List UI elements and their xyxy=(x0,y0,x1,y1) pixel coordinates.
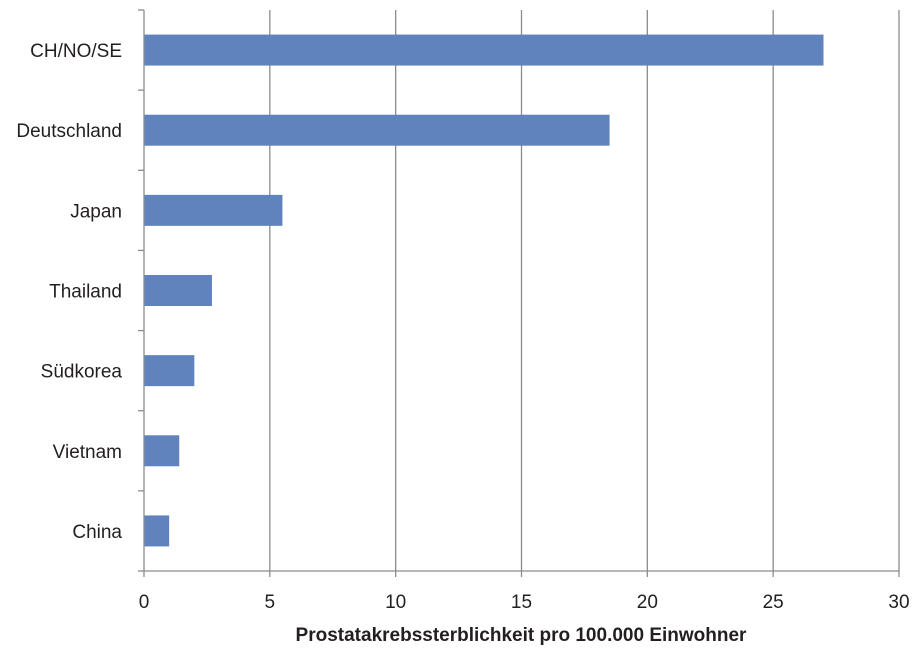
bar-2 xyxy=(144,194,283,226)
axes xyxy=(138,9,900,577)
x-tick-label: 20 xyxy=(637,592,658,613)
x-tick-label: 30 xyxy=(888,592,909,613)
x-tick-label: 25 xyxy=(763,592,784,613)
x-tick-label: 0 xyxy=(139,592,150,613)
category-label: Südkorea xyxy=(41,362,123,383)
category-label: Japan xyxy=(70,201,122,222)
gridlines xyxy=(269,10,900,571)
category-label: China xyxy=(72,522,122,543)
x-tick-label: 10 xyxy=(385,592,406,613)
category-label: Deutschland xyxy=(16,121,122,142)
x-tick-label: 15 xyxy=(511,592,532,613)
bar-3 xyxy=(144,275,212,306)
category-label: CH/NO/SE xyxy=(30,41,122,62)
bars xyxy=(144,34,824,547)
bar-4 xyxy=(144,355,195,387)
bar-1 xyxy=(144,114,610,146)
category-label: Thailand xyxy=(49,282,122,303)
x-axis-title: Prostatakrebssterblichkeit pro 100.000 E… xyxy=(296,625,748,646)
bar-6 xyxy=(144,515,170,547)
labels: 0 5 10 15 20 25 30 CH/NO/SE Deutschland Japan Thai… xyxy=(16,41,909,613)
category-label: Vietnam xyxy=(53,442,122,463)
x-tick-label: 5 xyxy=(265,592,276,613)
bar-0 xyxy=(144,34,824,66)
bar-5 xyxy=(144,435,180,467)
